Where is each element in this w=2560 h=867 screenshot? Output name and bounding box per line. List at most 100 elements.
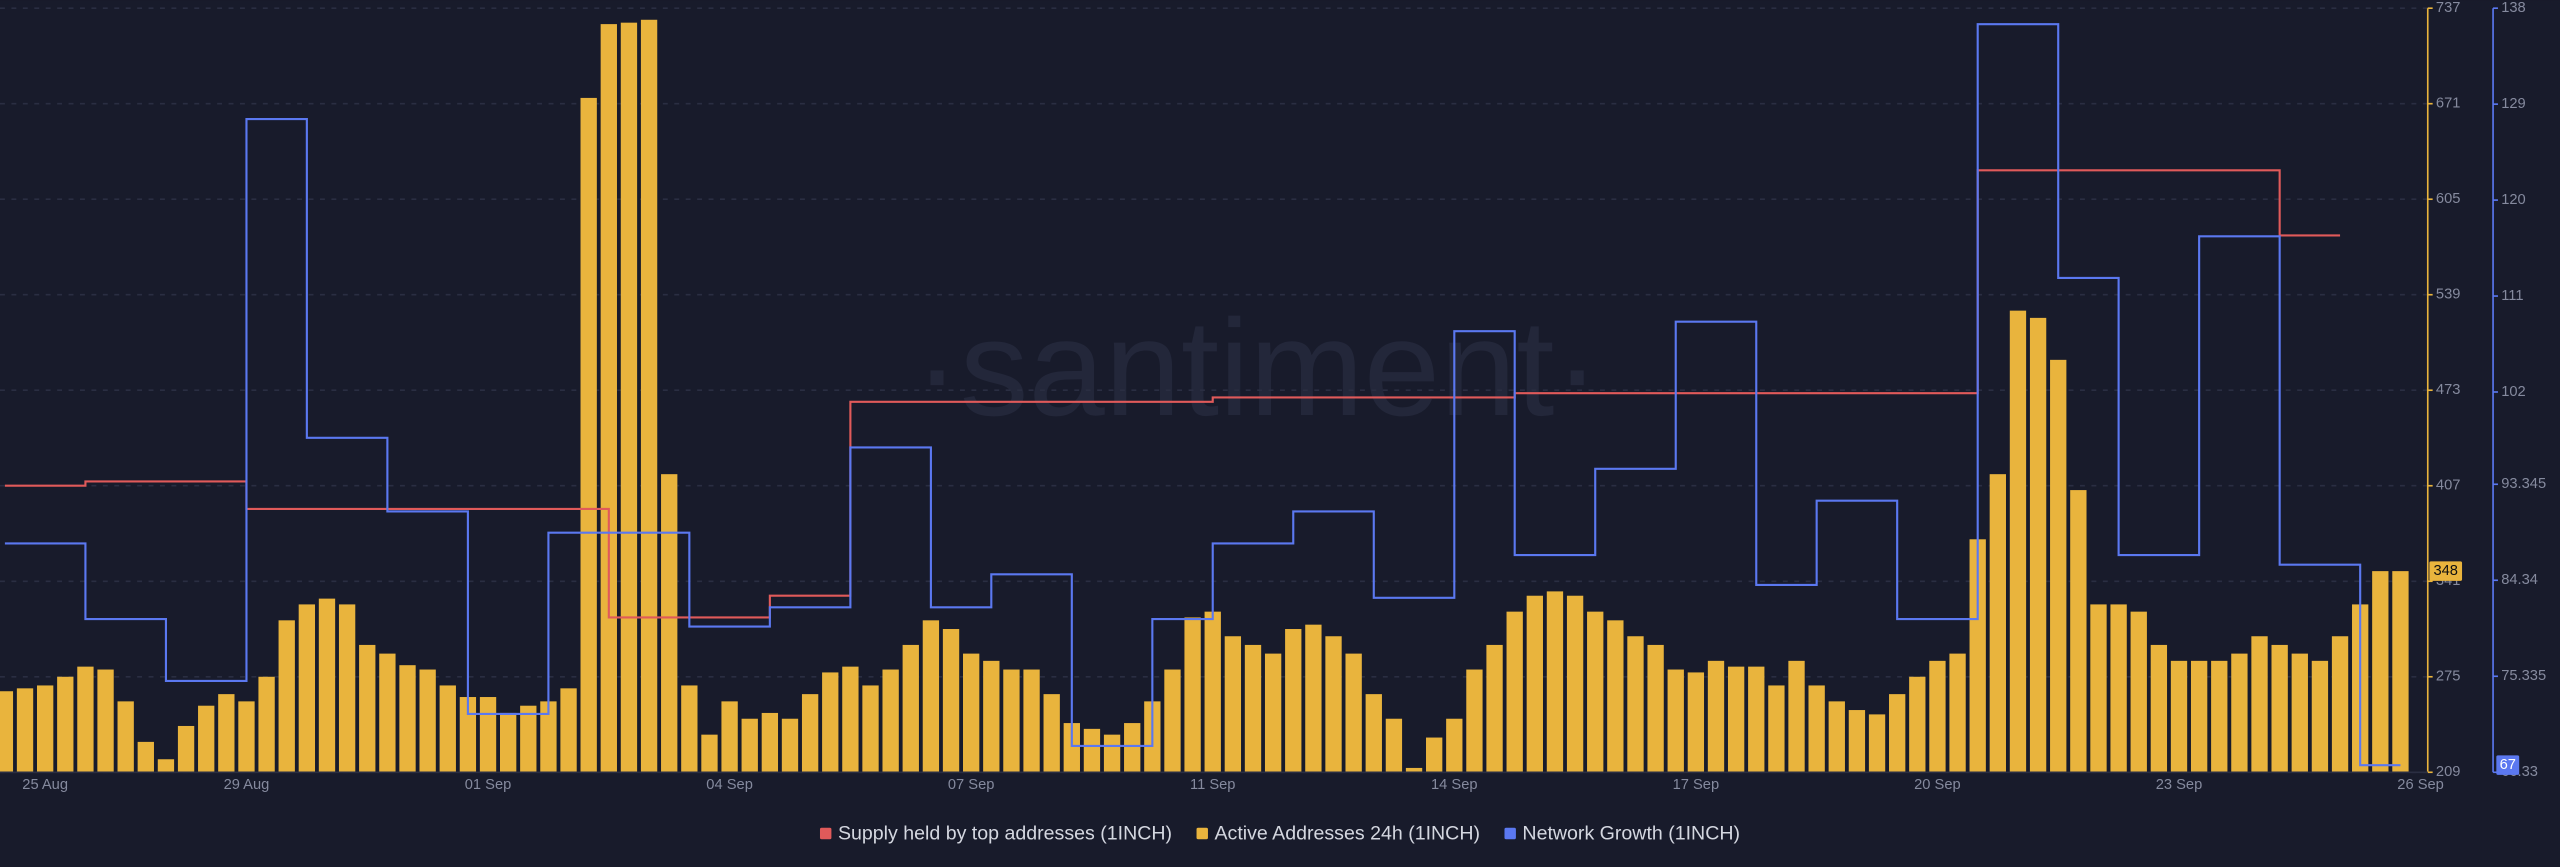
bar [1466, 669, 1483, 773]
y-tick-label: 473 [2436, 382, 2461, 398]
legend-item: Active Addresses 24h (1INCH) [1196, 822, 1480, 844]
bar [1385, 718, 1403, 773]
bar [661, 474, 678, 773]
x-tick-label: 07 Sep [948, 777, 995, 793]
bar [1184, 617, 1201, 773]
bar [1969, 539, 1986, 773]
y-tick-label: 407 [2436, 478, 2461, 494]
bar [2311, 660, 2329, 773]
bar [741, 718, 758, 773]
bar [318, 598, 336, 773]
x-tick-label: 04 Sep [706, 777, 753, 793]
bar [1164, 669, 1181, 773]
bar [540, 701, 557, 773]
bar [2070, 490, 2087, 773]
bar [177, 725, 195, 773]
plot [0, 19, 2409, 773]
bar [1043, 694, 1060, 773]
bar [701, 734, 718, 773]
bar [399, 665, 416, 773]
bar [580, 97, 597, 773]
bar [2190, 660, 2208, 773]
bar [97, 669, 114, 773]
bar [560, 688, 577, 773]
bar [459, 697, 477, 773]
bar [1264, 653, 1282, 773]
y2-tick-label: 93.345 [2501, 476, 2546, 492]
bar [1949, 653, 1966, 773]
bar [419, 669, 436, 773]
watermark: ·santiment· [914, 292, 1600, 445]
bar [1687, 672, 1705, 773]
bar [1526, 595, 1543, 773]
legend: Supply held by top addresses (1INCH) Acti… [819, 822, 1740, 844]
legend-label: Active Addresses 24h (1INCH) [1214, 822, 1480, 844]
bar [1868, 714, 1886, 773]
bar [2009, 310, 2027, 773]
bar [2090, 604, 2107, 773]
bar [1124, 723, 1141, 773]
y-tick-label: 671 [2436, 96, 2461, 112]
x-tick-label: 20 Sep [1914, 777, 1961, 793]
bar [1566, 595, 1584, 773]
y-tick-label: 605 [2436, 191, 2461, 207]
value-badge [2429, 561, 2463, 581]
bar [822, 672, 839, 773]
bar [721, 701, 738, 773]
bar [1727, 666, 1745, 773]
y2-tick-label: 129 [2501, 96, 2526, 112]
bar [842, 666, 859, 773]
bar [1244, 644, 1262, 773]
bar [1808, 685, 1825, 773]
bar [2271, 644, 2288, 773]
bar [1426, 737, 1443, 773]
bar [1828, 701, 1845, 773]
bar [1929, 660, 1946, 773]
bar [338, 604, 356, 773]
bar [942, 629, 960, 773]
bar [238, 701, 255, 773]
bar [117, 701, 134, 773]
x-tick-label: 01 Sep [465, 777, 512, 793]
legend-swatch [1504, 827, 1516, 840]
bar [600, 24, 617, 773]
x-tick-label: 25 Aug [22, 777, 68, 793]
x-tick-label: 29 Aug [224, 777, 270, 793]
bar [2029, 317, 2047, 773]
line [4, 169, 2341, 619]
bar [1506, 611, 1523, 773]
bar [2331, 636, 2349, 773]
bar [2291, 653, 2308, 773]
legend-label: Supply held by top addresses (1INCH) [838, 822, 1172, 844]
value-badge-label: 348 [2433, 563, 2458, 579]
bar [801, 694, 819, 773]
value-badge-label: 67 [2500, 757, 2516, 773]
bar [1003, 669, 1020, 773]
bar [1083, 728, 1101, 773]
bar [137, 741, 154, 773]
bar [439, 685, 456, 773]
bar [36, 685, 54, 773]
bar [882, 669, 899, 773]
x-tick-label: 14 Sep [1431, 777, 1478, 793]
y-tick-label: 209 [2436, 764, 2461, 780]
x-tick-label: 17 Sep [1673, 777, 1720, 793]
bar [0, 691, 14, 773]
y-tick-label: 737 [2436, 0, 2461, 16]
bar [983, 660, 1000, 773]
bar [57, 676, 74, 773]
bar [1647, 644, 1664, 773]
bar [1848, 710, 1866, 773]
bar [2251, 636, 2268, 773]
bar [2130, 611, 2147, 773]
bar [1627, 636, 1644, 773]
bar [379, 653, 396, 773]
y2-tick-label: 138 [2501, 0, 2526, 16]
legend-item: Supply held by top addresses (1INCH) [819, 822, 1172, 844]
axes: 20927534140747353960567173766.3375.33584… [0, 0, 2546, 793]
bar [1305, 624, 1322, 773]
bar [620, 22, 638, 773]
bar [198, 705, 215, 773]
